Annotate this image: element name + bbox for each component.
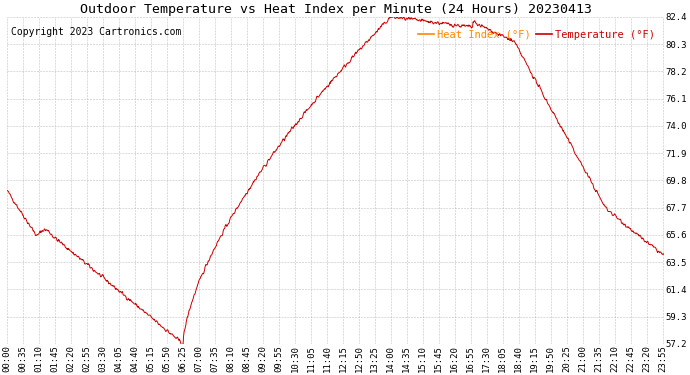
Legend: Heat Index (°F), Temperature (°F): Heat Index (°F), Temperature (°F) [414,26,659,44]
Text: Copyright 2023 Cartronics.com: Copyright 2023 Cartronics.com [10,27,181,37]
Title: Outdoor Temperature vs Heat Index per Minute (24 Hours) 20230413: Outdoor Temperature vs Heat Index per Mi… [80,3,592,16]
